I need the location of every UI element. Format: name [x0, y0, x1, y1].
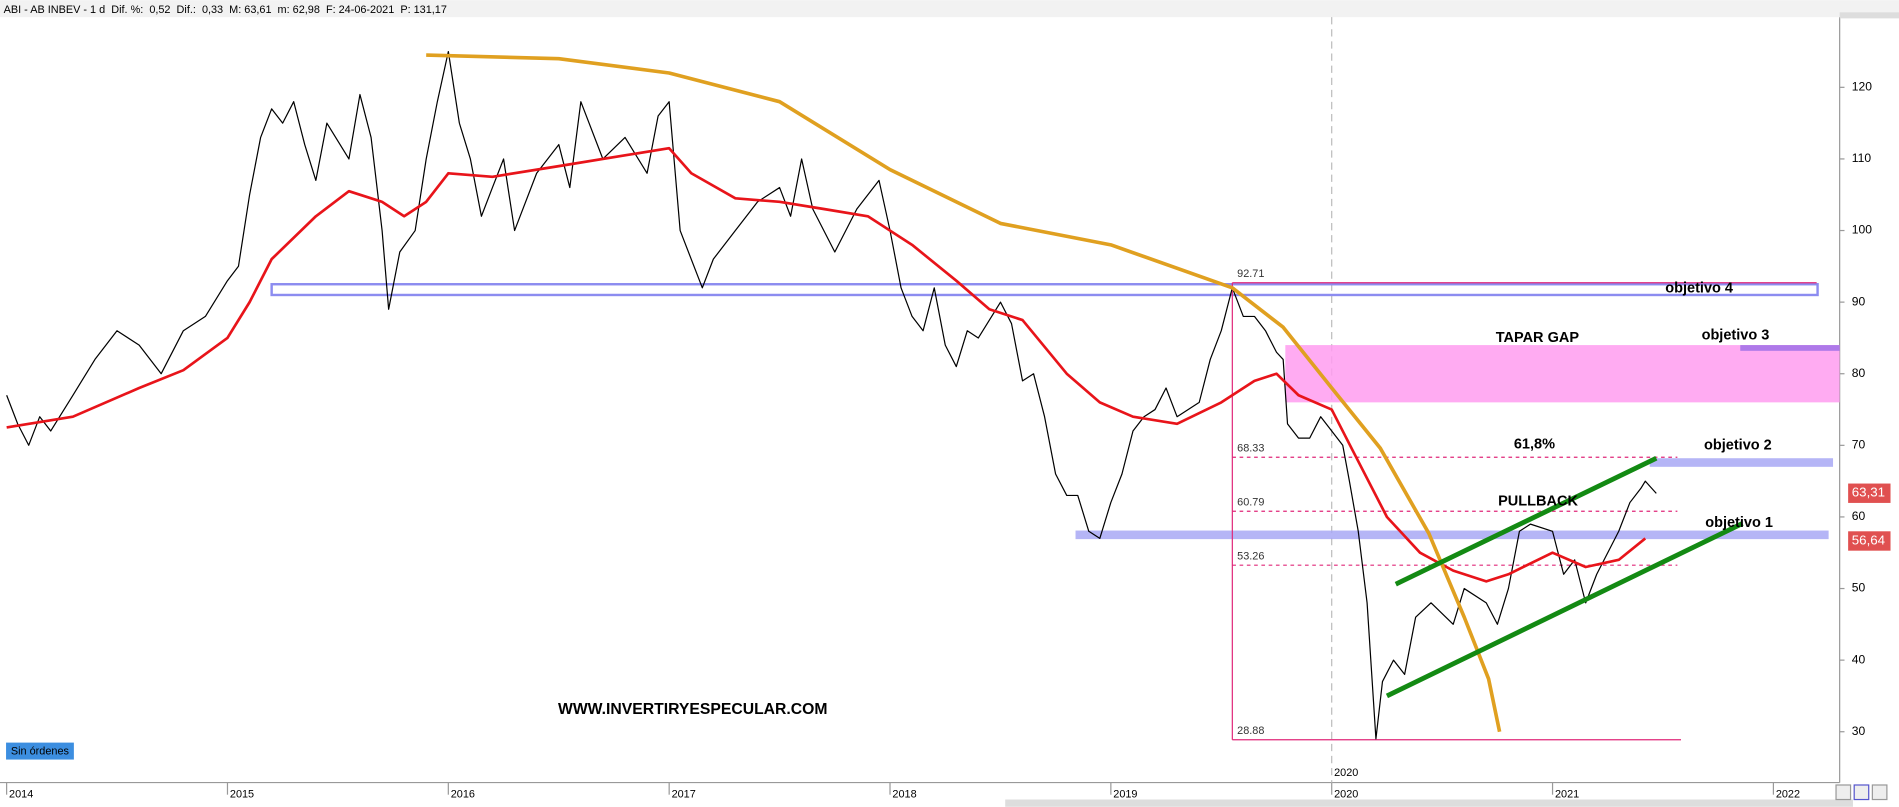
x-tick-label: 2022 [1776, 789, 1800, 801]
price-label: 63,31 [1852, 485, 1885, 500]
y-tick-label: 50 [1852, 581, 1866, 595]
y-tick-label: 110 [1852, 151, 1872, 165]
price-label-box [1848, 531, 1891, 551]
price-line [6, 50, 1657, 740]
view-button[interactable] [1853, 784, 1870, 801]
header-text: ABI - AB INBEV - 1 d [4, 4, 106, 16]
header-text: F: 24-06-2021 [326, 4, 394, 16]
annotation: TAPAR GAP [1496, 330, 1580, 346]
zone [1285, 345, 1840, 403]
header-text: 0,33 [202, 4, 223, 16]
x-tick-label: 2014 [9, 789, 33, 801]
zone [1649, 458, 1834, 467]
x-tick-label: 2017 [672, 789, 696, 801]
y-tick-label: 90 [1852, 294, 1866, 308]
x-tick-label: 2015 [230, 789, 254, 801]
price-label-box [1848, 483, 1891, 503]
x-tick-label: 2019 [1113, 789, 1137, 801]
series-line [426, 53, 1502, 733]
price-label: 56,64 [1852, 533, 1886, 548]
x-tick-label: 2016 [451, 789, 475, 801]
orders-label[interactable]: Sin órdenes [11, 746, 70, 758]
header-text: 0,52 [149, 4, 170, 16]
y-tick-label: 40 [1852, 652, 1866, 666]
zone [270, 283, 1819, 297]
zone [1740, 345, 1840, 351]
y-tick-label: 30 [1852, 724, 1866, 738]
series-line [6, 146, 1647, 583]
annotation: objetivo 2 [1704, 438, 1772, 454]
header-text: Dif.: [177, 4, 196, 16]
orders-button[interactable] [6, 742, 74, 760]
x-tick-label: 2018 [892, 789, 916, 801]
series-line [1385, 521, 1744, 699]
fib-label: 28.88 [1237, 725, 1264, 737]
annotation: objetivo 3 [1702, 328, 1770, 344]
view-button[interactable] [1871, 784, 1888, 801]
annotation: objetivo 1 [1705, 515, 1773, 531]
zone [1075, 530, 1829, 540]
x-tick-label: 2020 [1334, 789, 1358, 801]
y-tick-label: 80 [1852, 366, 1866, 380]
fib-label: 92.71 [1237, 268, 1264, 280]
x-tick-label: 2021 [1555, 789, 1579, 801]
annotation: PULLBACK [1498, 493, 1578, 509]
header-text: m: 62,98 [278, 4, 320, 16]
header-bar [0, 0, 1899, 18]
y-tick-label: 70 [1852, 438, 1866, 452]
y-tick-label: 120 [1852, 80, 1872, 94]
header-text: P: 131,17 [400, 4, 447, 16]
y-tick-label: 100 [1852, 223, 1872, 237]
watermark: WWW.INVERTIRYESPECULAR.COM [558, 701, 828, 718]
annotation: objetivo 4 [1665, 280, 1733, 296]
series-line [1394, 456, 1658, 587]
fib-label: 60.79 [1237, 497, 1264, 509]
header-text: Dif. %: [111, 4, 143, 16]
scrollbar[interactable] [1839, 12, 1899, 19]
h-scrollbar[interactable] [1005, 799, 1853, 807]
fib-label: 53.26 [1237, 551, 1264, 563]
zoom-button[interactable] [1835, 784, 1852, 801]
y-tick-label: 60 [1852, 509, 1866, 523]
annotation: 61,8% [1514, 437, 1555, 453]
header-text: M: 63,61 [229, 4, 271, 16]
fib-label: 68.33 [1237, 443, 1264, 455]
year-marker-label: 2020 [1334, 767, 1358, 779]
